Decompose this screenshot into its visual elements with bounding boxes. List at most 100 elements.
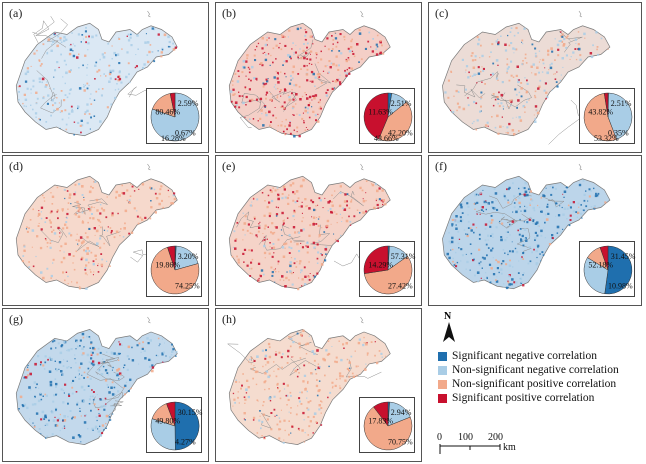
correlation-pixel [334,190,336,192]
correlation-pixel [501,81,504,84]
correlation-pixel [249,358,251,361]
correlation-pixel [382,203,384,206]
correlation-pixel [117,359,120,361]
correlation-pixel [563,38,566,41]
correlation-pixel [87,261,90,264]
correlation-pixel [26,87,29,90]
correlation-pixel [285,394,288,397]
correlation-pixel [518,201,521,205]
correlation-pixel [89,269,91,271]
correlation-pixel [97,430,100,433]
correlation-pixel [312,415,315,418]
correlation-pixel [262,240,264,242]
correlation-pixel [263,239,266,241]
correlation-pixel [277,368,280,371]
correlation-pixel [292,42,294,44]
correlation-pixel [175,350,178,353]
correlation-pixel [505,286,509,290]
legend-item-significant-negative: Significant negative correlation [438,350,597,362]
correlation-pixel [481,54,484,58]
correlation-pixel [246,264,249,267]
correlation-pixel [71,386,74,389]
correlation-pixel [92,263,95,266]
correlation-pixel [82,400,85,403]
correlation-pixel [93,181,95,183]
correlation-pixel [526,101,528,104]
correlation-pixel [245,95,248,99]
correlation-pixel [537,224,540,227]
correlation-pixel [28,266,31,268]
correlation-pixel [327,48,330,51]
correlation-pixel [320,50,322,53]
correlation-pixel [347,47,350,50]
correlation-pixel [72,255,75,257]
correlation-pixel [284,429,286,432]
correlation-pixel [117,367,121,371]
correlation-pixel [60,110,63,113]
correlation-pixel [544,67,546,69]
correlation-pixel [110,103,113,106]
correlation-pixel [520,257,523,260]
correlation-pixel [55,393,57,396]
correlation-pixel [315,373,318,375]
correlation-pixel [270,231,272,234]
correlation-pixel [257,120,259,122]
correlation-pixel [262,233,264,234]
correlation-pixel [84,272,87,275]
correlation-pixel [338,50,341,52]
correlation-pixel [260,109,263,112]
correlation-pixel [251,357,253,359]
correlation-pixel [46,267,49,270]
correlation-pixel [316,53,318,56]
correlation-pixel [173,197,176,201]
correlation-pixel [575,42,577,44]
correlation-pixel [533,209,536,212]
correlation-pixel [322,70,325,72]
correlation-pixel [269,189,272,192]
correlation-pixel [77,121,80,124]
correlation-pixel [282,224,284,226]
pie-slice-sp [166,401,176,427]
correlation-pixel [498,91,500,94]
correlation-pixel [370,46,372,48]
correlation-pixel [518,91,521,94]
correlation-pixel [450,70,452,73]
correlation-pixel [312,241,316,245]
correlation-pixel [168,196,170,198]
correlation-pixel [261,349,264,352]
correlation-pixel [272,61,274,64]
correlation-pixel [117,390,120,393]
correlation-pixel [314,94,318,97]
correlation-pixel [283,219,285,221]
correlation-pixel [304,198,307,201]
correlation-pixel [339,375,342,378]
correlation-pixel [500,262,503,265]
correlation-pixel [68,117,70,119]
correlation-pixel [331,381,334,384]
correlation-pixel [308,425,311,428]
correlation-pixel [317,363,320,365]
correlation-pixel [273,86,276,88]
correlation-pixel [516,221,519,223]
correlation-pixel [267,194,270,197]
correlation-pixel [280,48,283,51]
correlation-pixel [118,341,120,343]
correlation-pixel [84,111,87,114]
correlation-pixel [534,90,537,93]
correlation-pixel [264,357,267,360]
correlation-pixel [231,255,234,258]
correlation-pixel [50,192,52,194]
pie-inset: 19.86% 3.20% 74.25% [146,241,202,297]
pie-inset: 80.46% 2.59% 0.67% 16.28% [146,88,202,144]
correlation-pixel [295,413,298,416]
correlation-pixel [49,246,52,249]
correlation-pixel [300,184,303,188]
correlation-pixel [296,368,299,371]
correlation-pixel [312,35,314,38]
correlation-pixel [311,216,313,218]
correlation-pixel [266,39,268,42]
correlation-pixel [280,71,282,73]
correlation-pixel [66,217,68,219]
correlation-pixel [500,236,503,238]
panel-label: (f) [435,159,447,173]
